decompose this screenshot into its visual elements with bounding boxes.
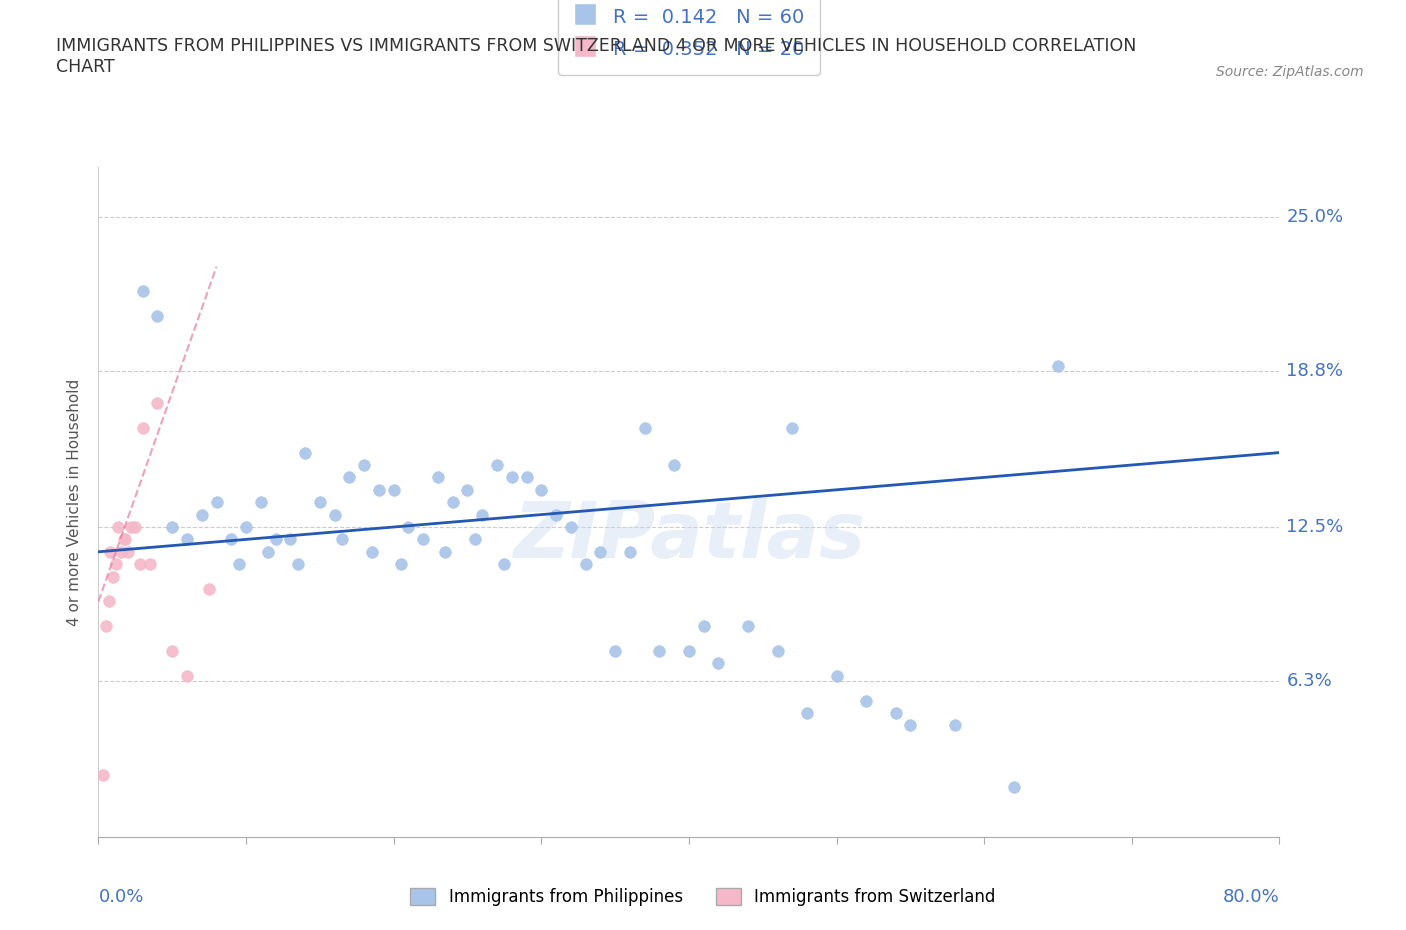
Point [139,557,162,572]
Point [191,507,214,522]
Point [441,495,464,510]
Point [114,532,136,547]
Point [605,644,627,658]
Text: 6.3%: 6.3% [1286,671,1333,690]
Point [105,557,128,572]
Point [486,458,509,472]
Point [825,669,848,684]
Point [110,544,132,559]
Text: 12.5%: 12.5% [1286,518,1344,536]
Point [287,557,309,572]
Point [294,445,316,460]
Point [766,644,789,658]
Point [103,569,125,584]
Point [464,532,486,547]
Point [257,544,280,559]
Point [501,470,523,485]
Point [619,544,641,559]
Point [434,544,457,559]
Point [176,669,198,684]
Text: 25.0%: 25.0% [1286,208,1344,226]
Point [309,495,332,510]
Point [337,470,360,485]
Text: ZIPatlas: ZIPatlas [513,498,865,574]
Text: 0.0%: 0.0% [98,888,143,906]
Point [560,520,582,535]
Point [360,544,382,559]
Point [633,420,655,435]
Point [112,532,135,547]
Point [737,618,759,633]
Point [1046,358,1069,373]
Legend: Immigrants from Philippines, Immigrants from Switzerland: Immigrants from Philippines, Immigrants … [404,881,1002,912]
Text: Source: ZipAtlas.com: Source: ZipAtlas.com [1216,65,1364,79]
Point [162,520,183,535]
Point [107,520,129,535]
Text: 80.0%: 80.0% [1223,888,1279,906]
Point [494,557,516,572]
Point [278,532,302,547]
Text: 18.8%: 18.8% [1286,362,1344,379]
Point [530,483,553,498]
Point [353,458,375,472]
Point [176,532,198,547]
Point [678,644,700,658]
Point [250,495,273,510]
Point [120,520,142,535]
Point [382,483,405,498]
Point [574,557,596,572]
Point [162,644,183,658]
Point [94,618,117,633]
Point [128,557,150,572]
Point [91,767,114,782]
Point [146,395,169,410]
Point [707,656,730,671]
Legend: R =  0.142   N = 60, R =  0.352   N = 20: R = 0.142 N = 60, R = 0.352 N = 20 [558,0,820,75]
Point [884,706,907,721]
Point [146,309,169,324]
Point [396,520,419,535]
Point [693,618,716,633]
Point [516,470,538,485]
Point [124,520,146,535]
Point [97,594,120,609]
Point [132,420,155,435]
Point [323,507,346,522]
Point [796,706,818,721]
Point [456,483,478,498]
Point [546,507,568,522]
Point [117,544,139,559]
Point [330,532,353,547]
Point [427,470,450,485]
Point [943,718,966,733]
Y-axis label: 4 or more Vehicles in Household: 4 or more Vehicles in Household [67,379,83,626]
Point [389,557,412,572]
Point [664,458,686,472]
Point [264,532,287,547]
Point [368,483,391,498]
Point [412,532,434,547]
Point [205,495,228,510]
Point [855,693,877,708]
Point [782,420,804,435]
Point [235,520,257,535]
Point [589,544,612,559]
Point [132,284,155,299]
Point [228,557,250,572]
Point [1002,780,1025,795]
Point [471,507,494,522]
Point [98,544,121,559]
Point [198,581,221,596]
Point [900,718,922,733]
Point [648,644,671,658]
Text: IMMIGRANTS FROM PHILIPPINES VS IMMIGRANTS FROM SWITZERLAND 4 OR MORE VEHICLES IN: IMMIGRANTS FROM PHILIPPINES VS IMMIGRANT… [56,37,1136,76]
Point [219,532,243,547]
